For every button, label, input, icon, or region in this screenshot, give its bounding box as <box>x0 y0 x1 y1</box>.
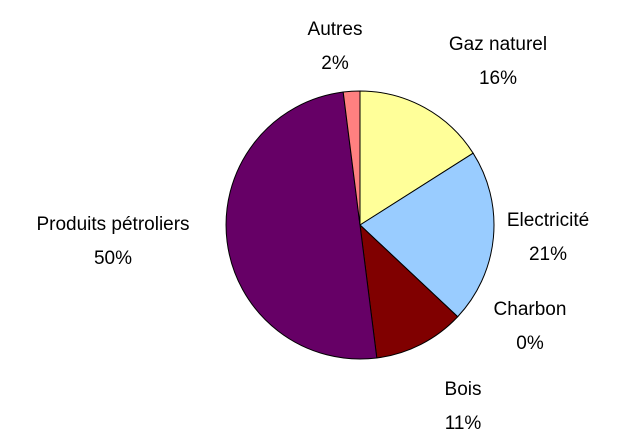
pie-slice <box>359 223 459 359</box>
pie-slice <box>359 90 474 226</box>
slice-label: Charbon <box>494 299 567 320</box>
slice-label: Electricité <box>507 210 589 231</box>
slice-value-label: 0% <box>516 333 544 354</box>
slice-value-label: 16% <box>479 68 517 89</box>
slice-value-label: 2% <box>321 53 349 74</box>
slice-label: Produits pétroliers <box>36 214 189 235</box>
slice-label: Gaz naturel <box>449 34 547 55</box>
slice-value-label: 11% <box>445 413 482 434</box>
pie-slice <box>225 91 378 360</box>
pie-slice <box>342 90 361 226</box>
slice-label: Autres <box>308 19 363 40</box>
slice-label: Bois <box>445 379 482 400</box>
slice-value-label: 21% <box>529 244 567 265</box>
pie-slice <box>359 152 495 318</box>
slice-value-label: 50% <box>94 248 132 269</box>
